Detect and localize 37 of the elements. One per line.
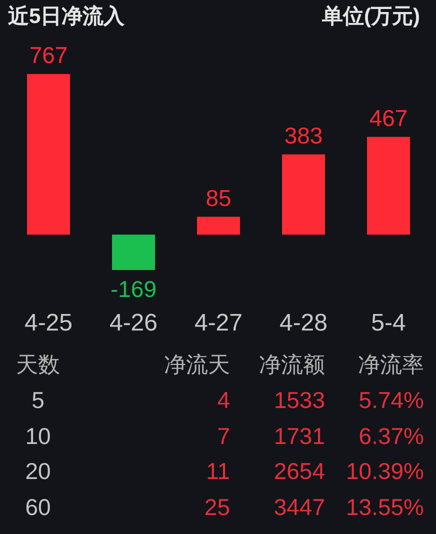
text: 5 [32,387,44,413]
category-label: 天数 [15,351,61,379]
x-tick-label: 4-28 [279,310,328,336]
data-label: -169 [110,276,157,302]
data-label: 85 [206,184,232,211]
text: 10 [25,422,51,448]
bar [112,234,155,270]
text: 4 [217,387,230,413]
data-label: 383 [284,122,323,148]
data-label: 467 [369,104,408,131]
x-tick-label: 4-27 [194,310,243,336]
bar [197,216,240,235]
text: 13.55% [346,494,424,520]
text: 2654 [274,458,325,484]
chart-title: 近5日净流入 [8,4,125,30]
text: 25 [204,494,230,520]
text: 5.74% [358,387,424,413]
category-label: 净流率 [358,351,424,379]
text: 60 [25,494,51,520]
text: 10.39% [346,458,424,484]
text: 7 [217,422,230,448]
data-label: 767 [29,42,68,68]
text: 1731 [274,422,325,448]
x-tick-label: 5-4 [371,310,406,336]
category-label: 净流天 [164,351,230,379]
text: 11 [206,458,230,484]
text: 3447 [274,494,325,520]
category-label: 净流额 [259,351,325,379]
text: 1533 [274,387,325,413]
chart-subtitle: 单位(万元) [322,4,420,30]
bar [282,154,325,235]
bar [367,136,410,235]
x-tick-label: 4-26 [109,310,158,336]
text: 6.37% [358,422,424,448]
x-tick-label: 4-25 [24,310,73,336]
bar [27,74,70,235]
text: 20 [25,458,51,484]
